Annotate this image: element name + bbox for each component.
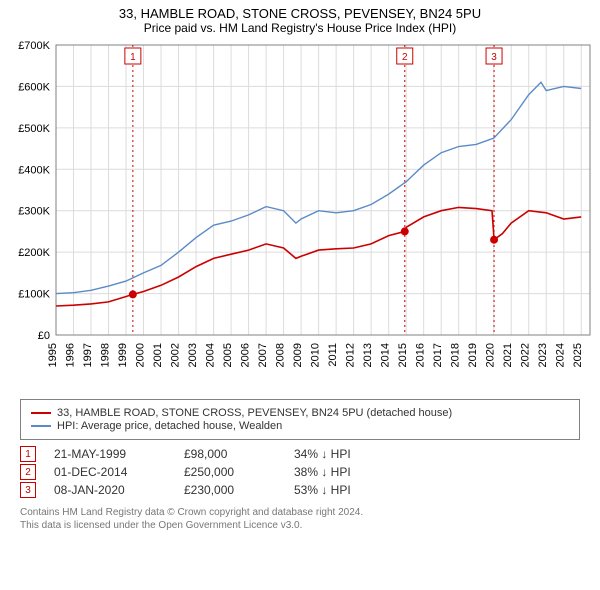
svg-text:£100K: £100K <box>18 289 50 301</box>
legend-item: 33, HAMBLE ROAD, STONE CROSS, PEVENSEY, … <box>31 407 569 419</box>
sale-hpi-delta: 53% ↓ HPI <box>294 483 394 497</box>
legend-swatch <box>31 412 51 414</box>
svg-text:£500K: £500K <box>18 123 50 135</box>
svg-text:£600K: £600K <box>18 81 50 93</box>
sale-date: 08-JAN-2020 <box>54 483 184 497</box>
svg-text:2018: 2018 <box>450 343 462 367</box>
sale-date: 21-MAY-1999 <box>54 447 184 461</box>
legend-swatch <box>31 425 51 427</box>
legend-label: 33, HAMBLE ROAD, STONE CROSS, PEVENSEY, … <box>57 407 452 419</box>
sale-hpi-delta: 34% ↓ HPI <box>294 447 394 461</box>
price-chart: £0 £100K £200K £300K £400K £500K £600K £700K 199… <box>6 41 594 391</box>
svg-text:2: 2 <box>402 52 408 63</box>
svg-text:2010: 2010 <box>310 343 322 367</box>
sale-marker-badge: 3 <box>20 482 36 498</box>
svg-text:2024: 2024 <box>555 343 567 367</box>
footer-line-2: This data is licensed under the Open Gov… <box>20 519 594 532</box>
svg-text:2025: 2025 <box>572 343 584 367</box>
svg-text:2014: 2014 <box>380 343 392 367</box>
attribution-footer: Contains HM Land Registry data © Crown c… <box>20 506 594 532</box>
svg-text:1997: 1997 <box>82 343 94 367</box>
svg-text:2002: 2002 <box>170 343 182 367</box>
chart-title: 33, HAMBLE ROAD, STONE CROSS, PEVENSEY, … <box>6 6 594 21</box>
svg-text:£400K: £400K <box>18 164 50 176</box>
svg-text:1999: 1999 <box>117 343 129 367</box>
sale-hpi-delta: 38% ↓ HPI <box>294 465 394 479</box>
svg-text:2003: 2003 <box>187 343 199 367</box>
legend-item: HPI: Average price, detached house, Weal… <box>31 420 569 432</box>
svg-text:2017: 2017 <box>432 343 444 367</box>
svg-text:£0: £0 <box>38 330 50 342</box>
sales-table: 1 21-MAY-1999£98,00034% ↓ HPI 2 01-DEC-2014… <box>20 446 594 498</box>
sale-marker-badge: 1 <box>20 446 36 462</box>
svg-text:2006: 2006 <box>240 343 252 367</box>
svg-text:£200K: £200K <box>18 247 50 259</box>
sales-row: 1 21-MAY-1999£98,00034% ↓ HPI <box>20 446 594 462</box>
svg-text:2000: 2000 <box>135 343 147 367</box>
svg-text:2012: 2012 <box>345 343 357 367</box>
svg-text:2008: 2008 <box>275 343 287 367</box>
svg-text:2016: 2016 <box>415 343 427 367</box>
svg-text:1: 1 <box>130 52 136 63</box>
sale-date: 01-DEC-2014 <box>54 465 184 479</box>
svg-text:2013: 2013 <box>362 343 374 367</box>
svg-text:2023: 2023 <box>537 343 549 367</box>
svg-text:2007: 2007 <box>257 343 269 367</box>
svg-text:2020: 2020 <box>485 343 497 367</box>
svg-text:1995: 1995 <box>47 343 59 367</box>
svg-text:1998: 1998 <box>100 343 112 367</box>
svg-text:2015: 2015 <box>397 343 409 367</box>
svg-text:2001: 2001 <box>152 343 164 367</box>
svg-text:2021: 2021 <box>502 343 514 367</box>
sale-price: £230,000 <box>184 483 294 497</box>
legend-label: HPI: Average price, detached house, Weal… <box>57 420 282 432</box>
svg-text:2005: 2005 <box>222 343 234 367</box>
svg-text:2011: 2011 <box>327 343 339 367</box>
svg-text:£700K: £700K <box>18 41 50 52</box>
svg-text:£300K: £300K <box>18 206 50 218</box>
svg-text:2004: 2004 <box>205 343 217 367</box>
svg-text:1996: 1996 <box>65 343 77 367</box>
svg-text:2009: 2009 <box>292 343 304 367</box>
sale-marker-badge: 2 <box>20 464 36 480</box>
svg-text:2022: 2022 <box>520 343 532 367</box>
chart-subtitle: Price paid vs. HM Land Registry's House … <box>6 21 594 35</box>
svg-text:3: 3 <box>491 52 497 63</box>
sale-price: £250,000 <box>184 465 294 479</box>
svg-text:2019: 2019 <box>467 343 479 367</box>
sales-row: 2 01-DEC-2014£250,00038% ↓ HPI <box>20 464 594 480</box>
sale-price: £98,000 <box>184 447 294 461</box>
sales-row: 3 08-JAN-2020£230,00053% ↓ HPI <box>20 482 594 498</box>
footer-line-1: Contains HM Land Registry data © Crown c… <box>20 506 594 519</box>
legend: 33, HAMBLE ROAD, STONE CROSS, PEVENSEY, … <box>20 399 580 440</box>
